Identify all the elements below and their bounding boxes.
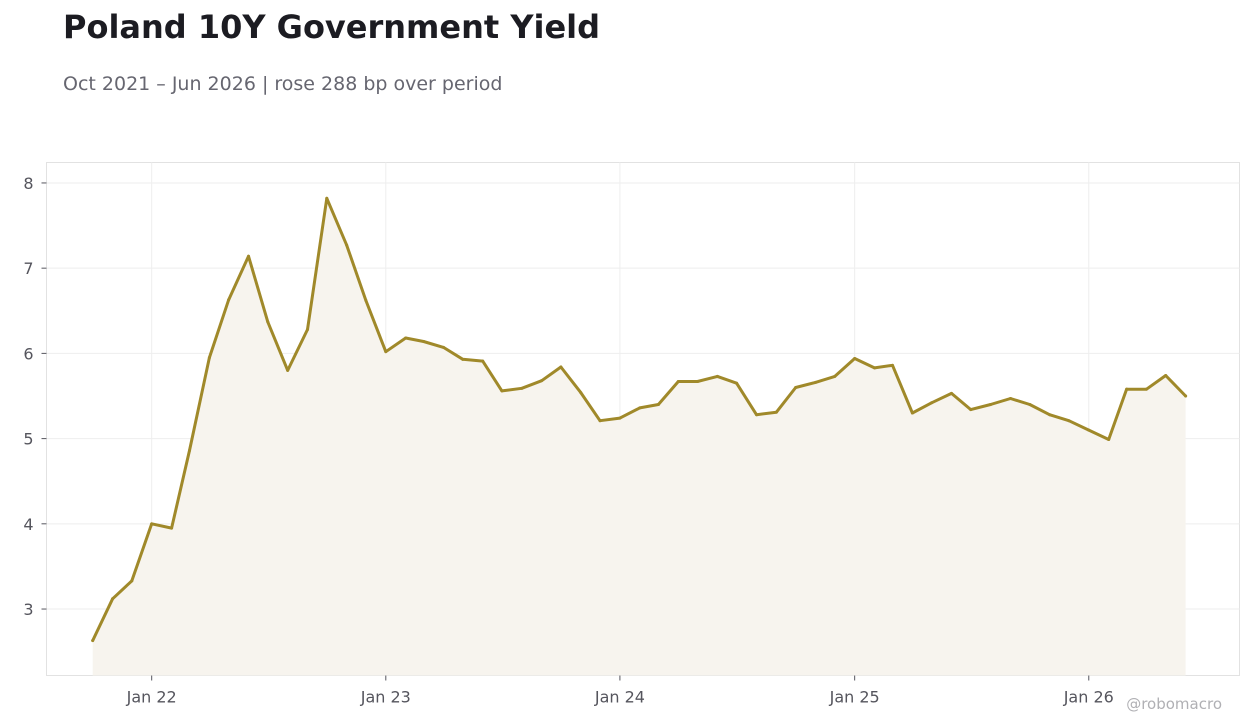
data-point (227, 298, 231, 302)
yield-area-fill (92, 198, 1186, 676)
data-point (891, 363, 895, 367)
data-point (1028, 403, 1032, 407)
data-point (111, 597, 115, 601)
data-point (656, 403, 660, 407)
data-point (306, 328, 310, 332)
data-point (598, 419, 602, 423)
data-point (207, 356, 211, 360)
data-points (91, 196, 1188, 643)
data-point (989, 403, 993, 407)
data-point (422, 339, 426, 343)
data-point (853, 356, 857, 360)
y-tick-label: 5 (23, 430, 33, 449)
data-point (1087, 428, 1091, 432)
data-point (404, 336, 408, 340)
data-point (520, 386, 524, 390)
data-point (345, 243, 349, 247)
x-axis: Jan 22 Jan 23 Jan 24 Jan 25 Jan 26 (126, 675, 1114, 707)
y-tick-label: 7 (23, 259, 33, 278)
y-axis: 3 4 5 6 7 8 (23, 174, 47, 619)
data-point (814, 380, 818, 384)
data-point (715, 374, 719, 378)
data-point (559, 365, 563, 369)
data-point (286, 368, 290, 372)
data-point (930, 401, 934, 405)
data-point (1184, 394, 1188, 398)
x-tick-label: Jan 22 (126, 688, 177, 707)
data-point (1125, 387, 1129, 391)
x-tick-label: Jan 26 (1063, 688, 1114, 707)
data-point (618, 416, 622, 420)
data-point (384, 350, 388, 354)
data-point (364, 299, 368, 303)
data-point (1107, 437, 1111, 441)
data-point (1144, 387, 1148, 391)
data-point (833, 374, 837, 378)
x-tick-label: Jan 25 (829, 688, 880, 707)
data-point (676, 380, 680, 384)
data-point (1067, 419, 1071, 423)
data-point (579, 391, 583, 395)
data-point (170, 526, 174, 530)
data-point (266, 320, 270, 324)
data-point (130, 579, 134, 583)
chart-subtitle: Oct 2021 – Jun 2026 | rose 288 bp over p… (63, 73, 503, 95)
y-tick-label: 8 (23, 174, 33, 193)
data-point (638, 406, 642, 410)
data-point (461, 357, 465, 361)
data-point (150, 522, 154, 526)
chart-title: Poland 10Y Government Yield (63, 8, 601, 46)
data-point (1009, 397, 1013, 401)
data-point (910, 411, 914, 415)
data-point (481, 359, 485, 363)
y-tick-label: 6 (23, 344, 33, 363)
y-tick-label: 3 (23, 600, 33, 619)
data-point (950, 391, 954, 395)
data-point (247, 254, 251, 258)
data-point (325, 196, 329, 200)
data-point (442, 345, 446, 349)
data-point (500, 389, 504, 393)
x-tick-label: Jan 23 (360, 688, 411, 707)
data-point (91, 639, 95, 643)
data-point (794, 385, 798, 389)
data-point (774, 410, 778, 414)
data-point (1164, 374, 1168, 378)
data-point (873, 366, 877, 370)
data-point (188, 449, 192, 453)
x-tick-label: Jan 24 (594, 688, 645, 707)
data-point (1048, 413, 1052, 417)
y-tick-label: 4 (23, 515, 33, 534)
watermark: @robomacro (1126, 695, 1222, 713)
data-point (969, 408, 973, 412)
data-point (540, 379, 544, 383)
data-point (755, 413, 759, 417)
data-point (696, 380, 700, 384)
data-point (735, 381, 739, 385)
